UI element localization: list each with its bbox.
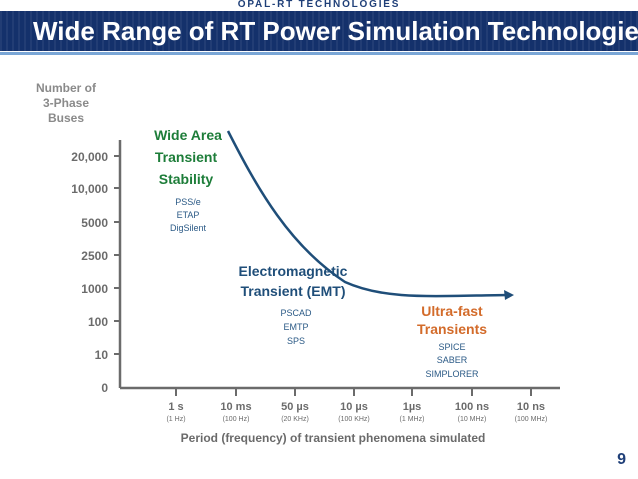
curve-arrowhead	[504, 290, 514, 300]
x-tick-freq-100mhz: (100 MHz)	[515, 416, 548, 423]
ultrafast-label-line1: Ultra-fast	[421, 303, 483, 319]
emt-label-line1: Electromagnetic	[239, 263, 348, 279]
y-tick-label-10000: 10,000	[71, 182, 108, 196]
x-tick-freq-1mhz: (1 MHz)	[400, 416, 425, 423]
x-tick-label-1s: 1 s	[168, 401, 183, 413]
x-tick-freq-100hz: (100 Hz)	[223, 416, 250, 423]
wide-area-tool-psse: PSS/e	[175, 197, 201, 207]
x-tick-label-10us: 10 µs	[340, 401, 368, 413]
emt-label-line2: Transient (EMT)	[240, 283, 345, 299]
x-tick-label-10ns: 10 ns	[517, 401, 545, 413]
ultrafast-tool-spice: SPICE	[438, 342, 465, 352]
wide-area-label-line3: Stability	[159, 171, 214, 187]
wide-area-tool-etap: ETAP	[177, 210, 200, 220]
ultrafast-tool-saber: SABER	[437, 355, 468, 365]
x-tick-label-10ms: 10 ms	[220, 401, 251, 413]
x-tick-freq-100khz: (100 KHz)	[338, 416, 370, 423]
x-tick-freq-1hz: (1 Hz)	[166, 416, 185, 423]
ultrafast-label-line2: Transients	[417, 321, 487, 337]
y-axis-label-line2: 3-Phase	[43, 96, 89, 110]
emt-tool-emtp: EMTP	[283, 322, 308, 332]
y-tick-label-5000: 5000	[81, 216, 108, 230]
slide-header: OPAL-RT TECHNOLOGIES Wide Range of RT Po…	[0, 0, 638, 58]
capability-curve	[226, 130, 509, 298]
y-tick-label-1000: 1000	[81, 282, 108, 296]
page-title: Wide Range of RT Power Simulation Techno…	[33, 16, 638, 46]
wide-area-tool-digsilent: DigSilent	[170, 223, 207, 233]
slide-number: 9	[617, 451, 626, 468]
x-tick-label-100ns: 100 ns	[455, 401, 489, 413]
x-tick-label-1us: 1µs	[403, 401, 422, 413]
emt-tool-pscad: PSCAD	[280, 308, 312, 318]
y-axis-label-line1: Number of	[36, 81, 97, 95]
y-tick-label-0: 0	[101, 381, 108, 395]
wide-area-label-line1: Wide Area	[154, 127, 222, 143]
x-tick-label-50us: 50 µs	[281, 401, 309, 413]
ultrafast-tool-simplorer: SIMPLORER	[425, 369, 479, 379]
x-tick-freq-20khz: (20 KHz)	[281, 416, 309, 423]
y-tick-label-10: 10	[95, 348, 109, 362]
x-ticks	[175, 388, 532, 396]
brand-logo-text: OPAL-RT TECHNOLOGIES	[237, 0, 401, 10]
y-tick-label-20000: 20,000	[71, 150, 108, 164]
emt-tool-sps: SPS	[287, 336, 305, 346]
y-tick-label-100: 100	[88, 315, 108, 329]
title-underline	[0, 52, 638, 55]
y-ticks	[114, 155, 120, 355]
title-band	[0, 11, 638, 51]
y-tick-label-2500: 2500	[81, 249, 108, 263]
x-axis-label: Period (frequency) of transient phenomen…	[181, 431, 486, 445]
y-axis-label-line3: Buses	[48, 111, 84, 125]
x-tick-freq-10mhz: (10 MHz)	[458, 416, 487, 423]
wide-area-label-line2: Transient	[155, 149, 218, 165]
